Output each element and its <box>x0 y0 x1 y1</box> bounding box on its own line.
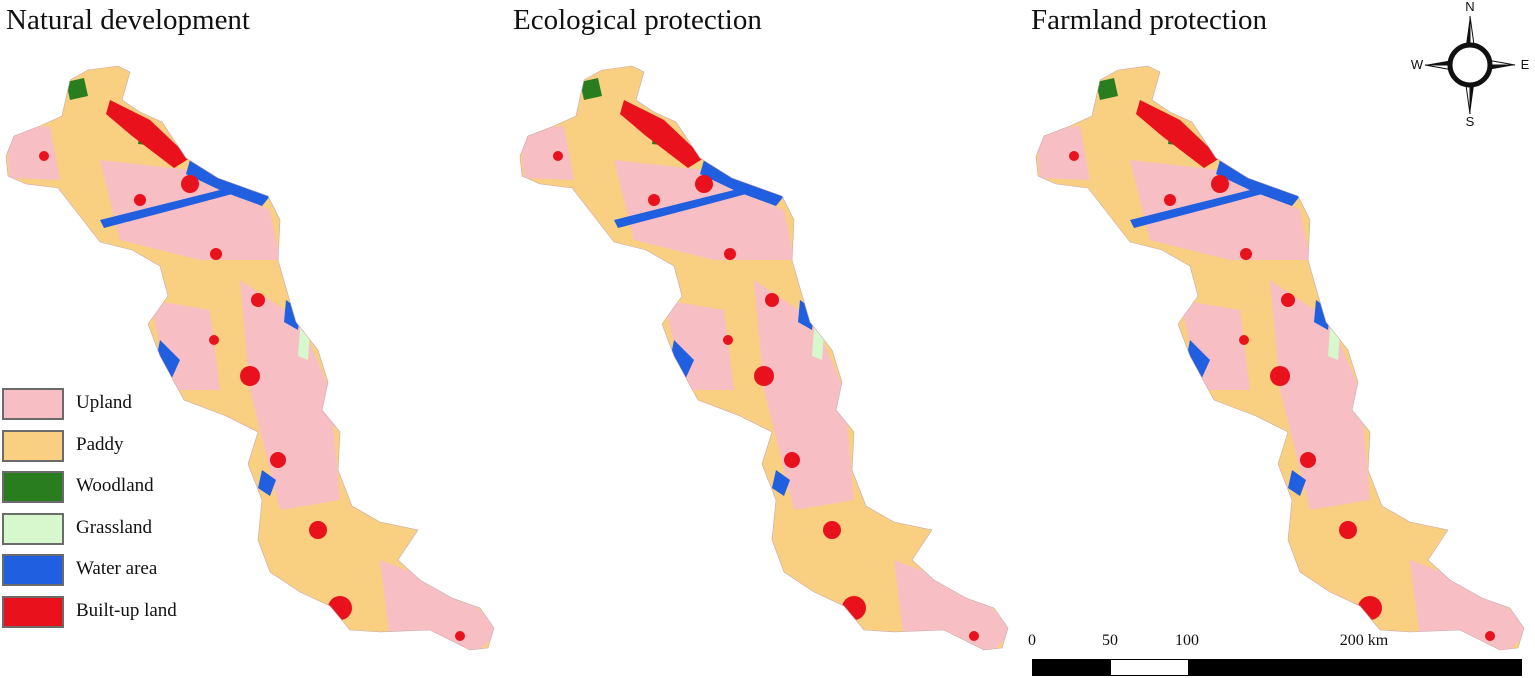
scale-tick-200: 200 km <box>1339 632 1389 649</box>
scale-tick-0: 0 <box>1028 632 1036 649</box>
scale-seg-50-100 <box>1111 660 1188 675</box>
legend-item-paddy: Paddy <box>2 428 232 470</box>
legend-item-water-area: Water area <box>2 552 232 594</box>
scale-tick-100: 100 <box>1175 632 1199 649</box>
legend-swatch-woodland <box>2 471 64 503</box>
legend-item-grassland: Grassland <box>2 511 232 553</box>
scale-seg-100-200 <box>1188 660 1522 675</box>
map-farmland-protection <box>1030 60 1535 678</box>
legend-item-woodland: Woodland <box>2 469 232 511</box>
legend-label-built-up-land: Built-up land <box>76 599 177 621</box>
legend-swatch-water-area <box>2 554 64 586</box>
legend-label-upland: Upland <box>76 392 132 413</box>
legend-swatch-grassland <box>2 512 64 545</box>
legend-label-water-area: Water area <box>76 558 158 579</box>
legend-label-paddy: Paddy <box>76 433 124 455</box>
legend: Upland Paddy Woodland Grassland Water ar… <box>2 386 232 635</box>
legend-item-upland: Upland <box>2 386 232 428</box>
scale-bar-graphic <box>1032 659 1522 676</box>
compass-rose-icon <box>1424 15 1516 115</box>
legend-label-woodland: Woodland <box>76 475 154 496</box>
map-ecological-protection <box>514 60 1024 678</box>
scale-tick-50: 50 <box>1102 632 1118 649</box>
legend-item-built-up-land: Built-up land <box>2 594 232 636</box>
map-natural-development <box>0 60 510 678</box>
legend-label-grassland: Grassland <box>76 516 152 538</box>
legend-swatch-upland <box>2 388 64 420</box>
panel-title-farmland-protection: Farmland protection <box>1031 4 1267 36</box>
panel-title-ecological-protection: Ecological protection <box>513 4 762 36</box>
scale-bar: 0 50 100 200 km <box>1022 632 1527 678</box>
legend-swatch-paddy <box>2 429 64 462</box>
compass-label-n: N <box>1465 0 1474 14</box>
north-arrow-compass: N S W E <box>1405 0 1535 130</box>
panel-title-natural-development: Natural development <box>6 4 250 36</box>
legend-swatch-built-up-land <box>2 595 64 628</box>
compass-label-e: E <box>1521 57 1530 72</box>
compass-label-w: W <box>1411 57 1424 72</box>
scale-seg-0-50 <box>1033 660 1111 675</box>
compass-label-s: S <box>1466 114 1475 129</box>
